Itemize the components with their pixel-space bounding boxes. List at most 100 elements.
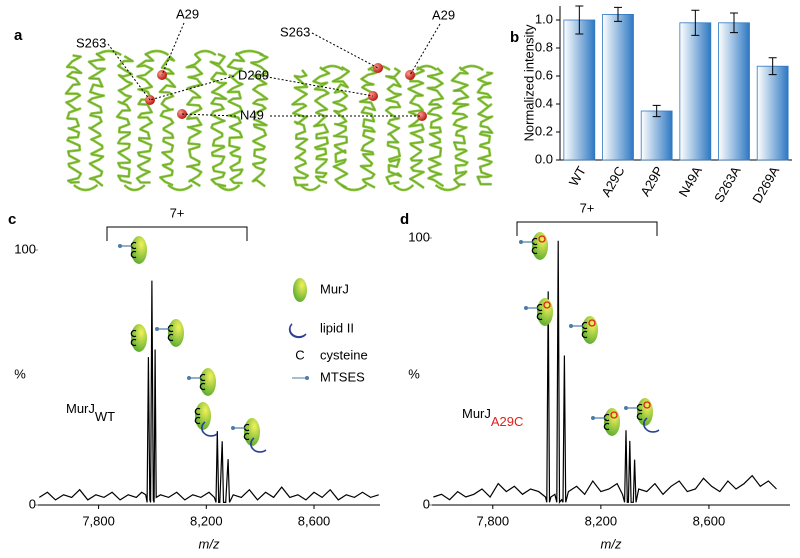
x-tick-label: 8,600	[298, 513, 331, 528]
panel-label: c	[8, 211, 16, 228]
x-tick-label: D269A	[749, 163, 782, 205]
sample-name: MurJ	[462, 406, 491, 421]
error-bar	[768, 57, 777, 76]
legend-label: cysteine	[320, 347, 368, 362]
error-bar	[652, 104, 661, 118]
spectrum-line	[433, 240, 777, 504]
bracket	[516, 221, 658, 236]
y-tick-label: 0.8	[535, 39, 553, 54]
sample-label: MurJWT	[66, 401, 115, 424]
legend-label: lipid II	[320, 320, 354, 335]
sample-subscript: A29C	[491, 414, 524, 429]
mtses-icon	[155, 327, 159, 331]
cysteine-icon	[194, 407, 201, 425]
mutation-icon	[543, 301, 551, 309]
legend-swatch	[293, 278, 307, 302]
residue-label: A29	[176, 6, 199, 21]
structure-panel	[64, 22, 494, 192]
annotation: 7+	[580, 200, 595, 215]
panel-label: b	[510, 29, 519, 46]
mutation-icon	[610, 411, 618, 419]
leader-line	[409, 23, 441, 76]
y-tick-label: 1.0	[535, 11, 553, 26]
bar	[718, 22, 750, 161]
x-tick-label: 8,200	[190, 513, 223, 528]
residue-label: D269	[238, 67, 269, 82]
residue-label: S263	[76, 35, 106, 50]
residue-sphere	[373, 63, 383, 73]
lipid-icon	[643, 417, 660, 433]
x-tick-label: 7,800	[477, 513, 510, 528]
bar	[602, 13, 634, 161]
x-tick-label: 7,800	[82, 513, 115, 528]
error-bar	[730, 12, 738, 34]
legend-symbol: C	[295, 347, 304, 362]
y-axis-title: Normalized intensity	[521, 24, 536, 142]
legend-swatch	[288, 323, 307, 339]
bar	[679, 22, 712, 161]
sample-subscript: WT	[95, 409, 115, 424]
mtses-icon	[231, 426, 235, 430]
sample-name: MurJ	[66, 401, 95, 416]
protein-ribbon-shade	[65, 50, 269, 191]
protein-ribbon	[291, 64, 494, 192]
x-tick-label: 8,200	[585, 513, 618, 528]
bar	[640, 110, 673, 161]
residue-label: A29	[432, 7, 455, 22]
spectrum-line	[38, 280, 379, 503]
cysteine-icon	[130, 329, 137, 347]
leader-line	[311, 32, 379, 69]
y-tick-label: 0	[29, 496, 36, 511]
murj-icon	[168, 319, 184, 347]
legend-label: MTSES	[320, 369, 365, 384]
y-tick-label: 0	[423, 496, 430, 511]
mutation-icon	[643, 401, 651, 409]
error-bar	[614, 6, 622, 22]
mtses-icon	[624, 406, 628, 410]
x-tick-label: N49A	[676, 163, 705, 199]
legend-label: MurJ	[320, 281, 349, 296]
residue-sphere	[417, 111, 427, 121]
mutation-icon	[538, 235, 546, 243]
bar	[563, 19, 596, 161]
sample-label: MurJA29C	[462, 406, 523, 429]
x-tick-label: A29P	[637, 164, 666, 199]
bracket	[106, 226, 248, 241]
error-bar	[691, 9, 700, 36]
error-bar	[575, 5, 584, 35]
mtses-icon	[569, 324, 573, 328]
murj-icon	[131, 324, 147, 352]
x-tick-label: S263A	[711, 163, 744, 205]
residue-label: N49	[240, 107, 264, 122]
y-tick-label: 0.2	[535, 123, 553, 138]
residue-sphere	[405, 70, 415, 80]
x-axis-title: m/z	[601, 536, 622, 551]
residue-sphere	[177, 109, 187, 119]
x-tick-label: WT	[566, 164, 589, 189]
x-tick-label: 8,600	[693, 513, 726, 528]
y-tick-label: 0.0	[535, 151, 553, 166]
y-axis-title: %	[14, 366, 26, 381]
panel-label: a	[14, 27, 23, 44]
residue-label: S263	[280, 24, 310, 39]
mutation-icon	[588, 319, 596, 327]
mtses-icon	[524, 306, 528, 310]
y-tick-label: 0.4	[535, 95, 553, 110]
leader-line	[149, 75, 235, 101]
murj-icon	[131, 236, 147, 264]
x-tick-label: A29C	[598, 164, 627, 200]
lipid-icon	[201, 421, 218, 437]
mtses-icon	[187, 376, 191, 380]
murj-icon	[200, 368, 216, 396]
leader-line	[181, 113, 237, 117]
mtses-icon	[519, 240, 523, 244]
panel-label: d	[400, 211, 409, 228]
leader-line	[161, 22, 185, 76]
mtses-icon	[118, 244, 122, 248]
y-axis-title: %	[408, 366, 420, 381]
y-tick-label: 0.6	[535, 67, 553, 82]
bar	[756, 65, 789, 161]
y-tick-label: 100	[14, 241, 36, 256]
legend-swatch	[305, 376, 309, 380]
